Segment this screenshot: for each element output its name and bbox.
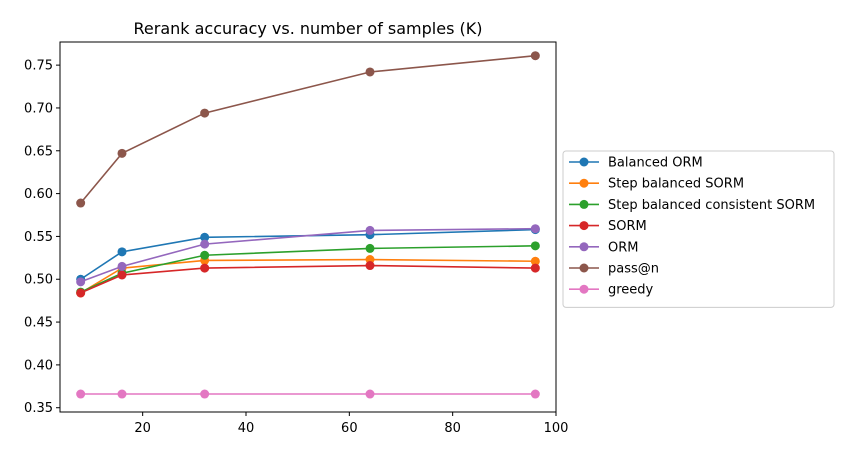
axes: 20 40 60 80 100 0.35 0.40 0.45 0.50 0.55 0.60 0.65 0… [24,41,569,436]
series-line [80,264,536,294]
y-tick-label: 0.65 [24,144,53,159]
plot-frame [59,41,557,413]
legend-item: greedy [569,283,654,298]
data-point [365,261,375,271]
legend-marker [579,178,589,188]
chart-title: Rerank accuracy vs. number of samples (K… [134,19,483,38]
series-line [80,54,536,204]
data-point [530,51,540,61]
data-point [530,263,540,273]
series-line [80,227,536,283]
series-orm [76,224,540,287]
legend-item: Step balanced consistent SORM [569,198,815,213]
data-point [365,67,375,77]
y-tick-label: 0.60 [24,187,53,202]
data-point [530,224,540,234]
y-tick-label: 0.70 [24,101,53,116]
y-tick-label: 0.50 [24,273,53,288]
data-point [76,389,86,399]
data-point [200,263,210,273]
legend-marker [579,263,589,273]
y-tick-label: 0.35 [24,401,53,416]
legend-marker [579,199,589,209]
data-point [76,277,86,287]
legend-label: pass@n [608,262,659,277]
series-line [80,258,536,294]
series-step-balanced-sorm [76,255,540,298]
data-point [365,389,375,399]
x-tick-label: 40 [238,421,255,436]
x-tick-label: 80 [444,421,461,436]
legend-label: greedy [608,283,654,298]
data-point [200,232,210,242]
legend-item: Balanced ORM [569,156,703,171]
data-point [117,389,127,399]
data-point [200,389,210,399]
y-tick-label: 0.40 [24,358,53,373]
data-point [76,288,86,298]
data-point [365,225,375,235]
series-balanced-orm [76,225,540,284]
legend-frame [562,150,835,308]
data-point [200,250,210,260]
data-point [200,239,210,249]
data-point [117,270,127,280]
legend: Balanced ORM Step balanced SORM Step balan… [562,150,835,308]
data-point [530,241,540,251]
series-step-balanced-consistent-sorm [76,241,540,297]
series-line [80,245,536,293]
legend-item: pass@n [569,262,659,277]
legend-marker [579,284,589,294]
series-pass-n [76,51,540,208]
legend-label: ORM [608,240,638,255]
series-sorm [76,261,540,298]
data-point [530,256,540,266]
legend-label: SORM [608,219,647,234]
data-point [117,247,127,257]
data-point [530,389,540,399]
data-point [365,243,375,253]
data-point [117,261,127,271]
x-tick-label: 60 [341,421,358,436]
legend-item: SORM [569,219,647,234]
series-greedy [76,389,540,399]
legend-label: Step balanced consistent SORM [608,198,815,213]
data-point [76,198,86,208]
data-point [117,148,127,158]
x-tick-label: 20 [134,421,151,436]
data-point [200,108,210,118]
legend-marker [579,242,589,252]
legend-marker [579,157,589,167]
series-line [80,228,536,280]
y-tick-label: 0.55 [24,230,53,245]
legend-label: Balanced ORM [608,156,703,171]
series-layer [76,51,540,399]
legend-marker [579,221,589,231]
y-tick-label: 0.45 [24,316,53,331]
legend-item: Step balanced SORM [569,177,744,192]
legend-label: Step balanced SORM [608,177,744,192]
x-tick-label: 100 [544,421,569,436]
y-tick-label: 0.75 [24,59,53,74]
legend-item: ORM [569,240,638,255]
